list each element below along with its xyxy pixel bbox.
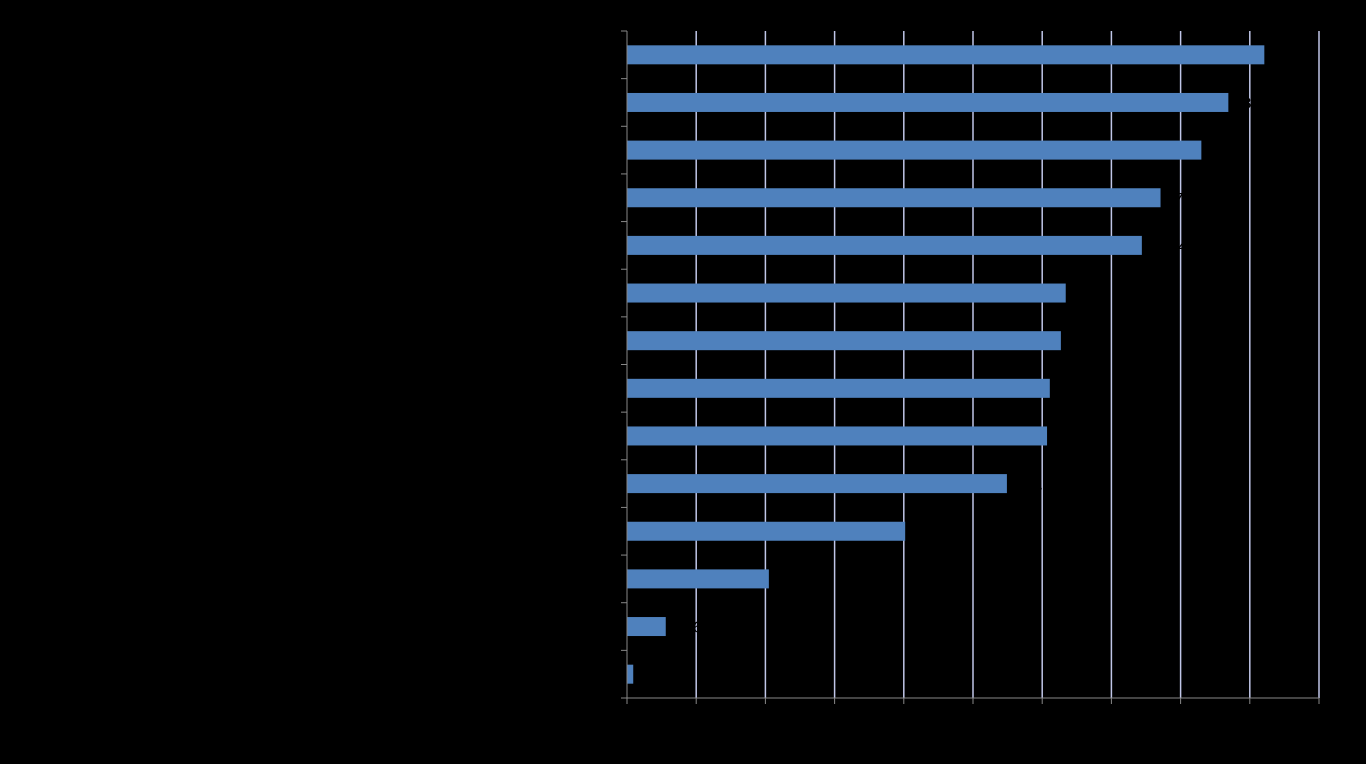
bar [627, 378, 1050, 398]
bar-value-label: 0.9 [647, 667, 669, 684]
bar [627, 283, 1066, 303]
bar-value-label: 62.7 [1075, 334, 1106, 351]
bar-value-label: 54.9 [1021, 477, 1052, 494]
axes [621, 30, 1320, 704]
bar [627, 617, 666, 637]
bar [627, 569, 769, 589]
bar-value-label: 83 [1215, 143, 1233, 160]
bar-value-label: 63.4 [1080, 286, 1111, 303]
bar [627, 92, 1229, 112]
bar [627, 521, 906, 541]
bar-value-label: 77.1 [1175, 191, 1206, 208]
bar [627, 140, 1202, 160]
bar-value-label: 60.7 [1061, 429, 1092, 446]
bar-value-label: 74.4 [1156, 238, 1187, 255]
bar-value-label: 86.9 [1242, 95, 1273, 112]
bar [627, 45, 1265, 65]
bar-value-label: 20.5 [783, 572, 814, 589]
bar [627, 426, 1048, 446]
data-labels: 92.1 86.9 83 77.1 74.4 63.4 62.7 61.1 60.7 54.9 40… [647, 48, 1309, 684]
bar-value-label: 61.1 [1064, 381, 1095, 398]
bar [627, 664, 634, 684]
bar [627, 235, 1142, 255]
bar-value-label: 5.6 [680, 620, 702, 637]
bar [627, 331, 1061, 351]
bars [627, 45, 1265, 684]
bar-value-label: 92.1 [1278, 48, 1309, 65]
bar [627, 474, 1007, 494]
bar-value-label: 40.2 [919, 524, 950, 541]
bar [627, 188, 1161, 208]
